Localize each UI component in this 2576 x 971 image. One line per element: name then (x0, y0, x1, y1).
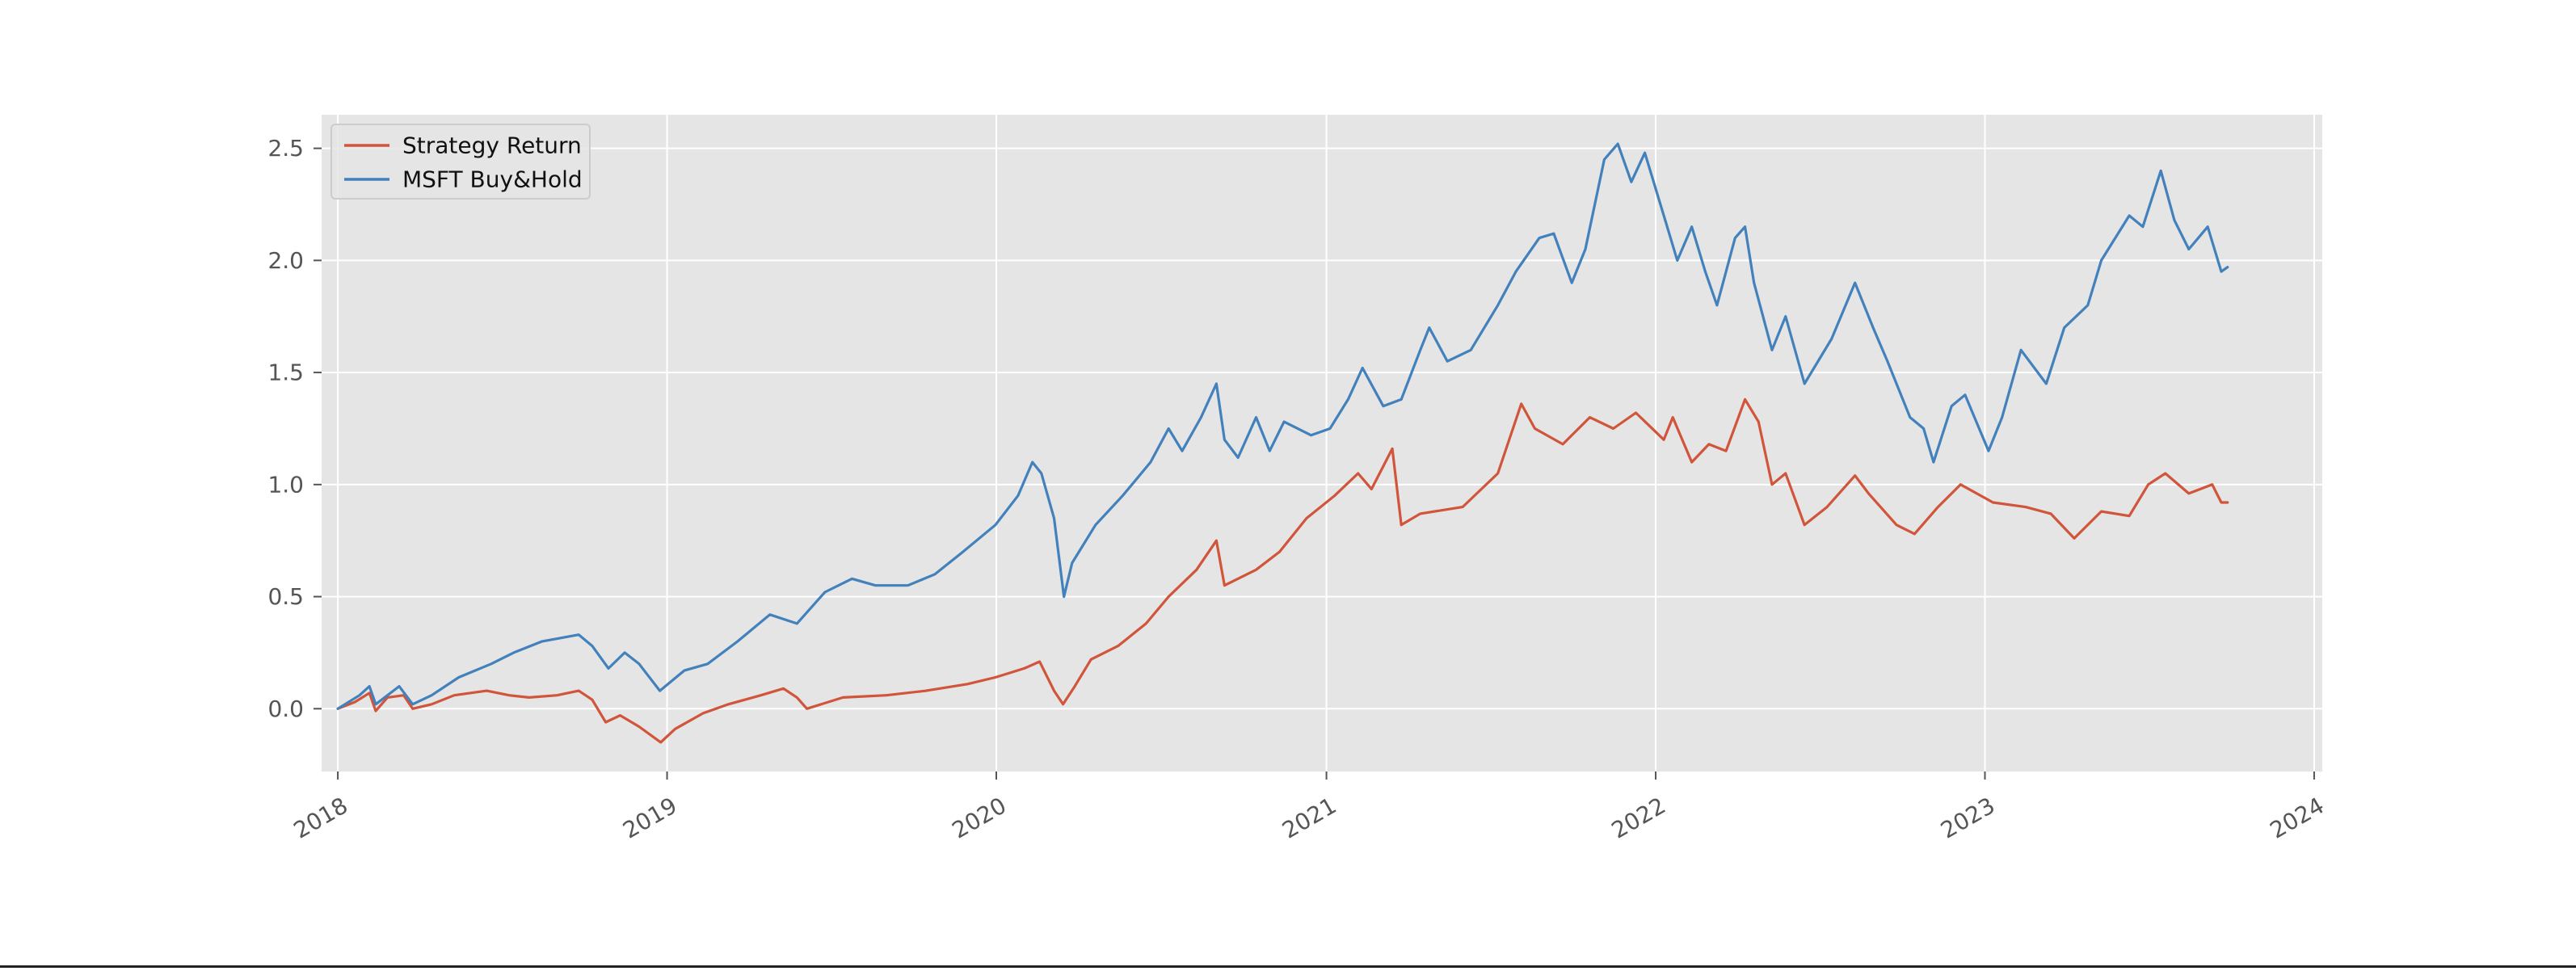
x-tick-label: 2024 (2266, 792, 2329, 843)
x-tick-label: 2022 (1607, 792, 1670, 843)
bottom-divider (0, 965, 2576, 968)
grid-lines (322, 115, 2322, 771)
plot-area (322, 115, 2322, 771)
y-tick-label: 2.5 (267, 135, 304, 162)
legend: Strategy Return MSFT Buy&Hold (330, 124, 591, 200)
x-tick-label: 2021 (1277, 792, 1341, 843)
x-tick-label: 2018 (289, 792, 352, 843)
legend-label: Strategy Return (402, 132, 582, 159)
strategy-return-line (336, 397, 2229, 744)
y-tick-label: 0.5 (267, 583, 304, 610)
legend-box (330, 124, 591, 200)
x-tick-label: 2023 (1936, 792, 1999, 843)
x-tick-label: 2020 (948, 792, 1011, 843)
y-tick-label: 1.5 (267, 359, 304, 386)
msft-buy-hold-line (336, 142, 2229, 710)
y-tick-label: 1.0 (267, 471, 304, 498)
y-tick-label: 2.0 (267, 247, 304, 274)
y-tick-label: 0.0 (267, 696, 304, 722)
x-tick-label: 2019 (618, 792, 681, 843)
legend-label: MSFT Buy&Hold (402, 166, 583, 193)
series-lines (336, 142, 2229, 744)
